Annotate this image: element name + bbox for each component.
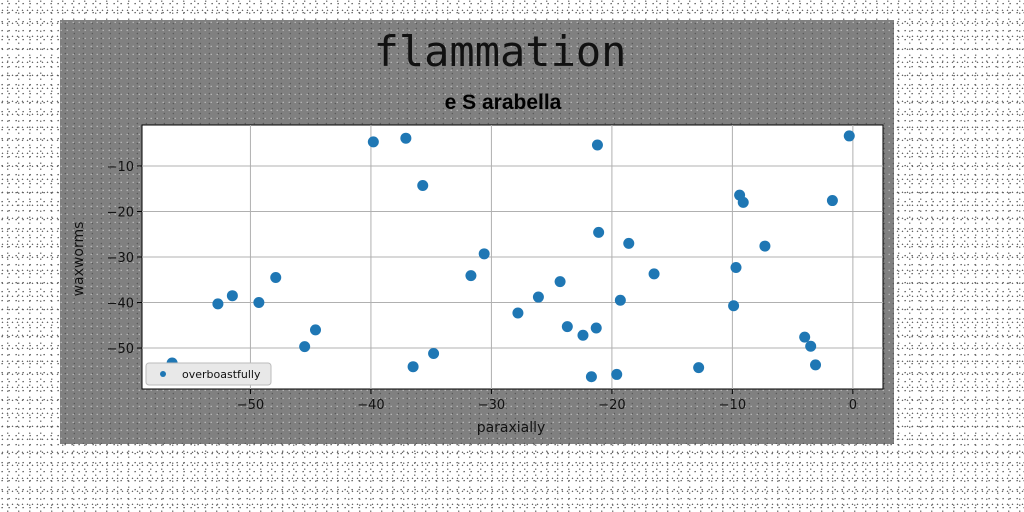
y-tick-label: −20: [107, 205, 134, 220]
data-point: [310, 324, 322, 336]
data-point: [693, 362, 705, 374]
data-point: [554, 276, 566, 288]
data-point: [212, 298, 224, 310]
y-axis-label: waxworms: [71, 222, 87, 297]
x-tick-label: −40: [357, 398, 384, 413]
data-point: [843, 130, 855, 142]
axis-ticks: −50 −40 −30 −20 −10 0 −10 −20 −30 −40 −50: [107, 160, 857, 413]
y-tick-label: −40: [107, 297, 134, 312]
data-point: [799, 331, 811, 343]
x-tick-label: −20: [598, 398, 625, 413]
data-point: [593, 226, 605, 238]
x-tick-label: −50: [237, 398, 264, 413]
data-point: [730, 261, 742, 273]
data-point: [590, 322, 602, 334]
chart-suptitle: flammation: [374, 27, 627, 76]
data-point: [407, 361, 419, 373]
data-point: [623, 237, 635, 249]
data-point: [253, 297, 265, 309]
data-point: [577, 329, 589, 341]
legend-box: [145, 362, 272, 386]
chart-title: e S arabella: [445, 91, 562, 114]
data-point: [648, 268, 660, 280]
data-point: [826, 195, 838, 207]
data-point: [270, 271, 282, 283]
data-point: [465, 270, 477, 282]
data-point: [532, 291, 544, 303]
x-tick-label: −10: [719, 398, 746, 413]
data-point: [428, 347, 440, 359]
data-point: [478, 248, 490, 260]
data-point: [400, 132, 412, 144]
legend: overboastfully: [145, 362, 272, 386]
y-tick-label: −50: [107, 342, 134, 357]
data-point: [561, 321, 573, 333]
data-point: [728, 300, 740, 312]
grid-lines: [142, 125, 883, 389]
data-point: [810, 359, 822, 371]
data-point: [512, 307, 524, 319]
data-point: [591, 139, 603, 151]
y-tick-label: −10: [107, 160, 134, 175]
legend-label: overboastfully: [182, 368, 261, 381]
data-point: [759, 240, 771, 252]
chart-figure: flammation e S arabella −50 −40 −30 −20 −10 0…: [60, 20, 894, 444]
data-point: [226, 290, 238, 302]
x-tick-label: −30: [478, 398, 505, 413]
x-axis-label: paraxially: [477, 420, 546, 436]
x-tick-label: 0: [849, 398, 857, 413]
y-tick-label: −30: [107, 251, 134, 266]
data-point: [585, 371, 597, 383]
legend-marker: [160, 371, 166, 377]
scatter-chart: flammation e S arabella −50 −40 −30 −20 −10 0…: [71, 27, 884, 436]
data-point: [737, 196, 749, 208]
data-point: [367, 136, 379, 148]
data-point: [611, 368, 623, 380]
data-point: [417, 180, 429, 192]
data-point: [299, 341, 311, 353]
data-point: [614, 294, 626, 306]
data-point: [805, 340, 817, 352]
